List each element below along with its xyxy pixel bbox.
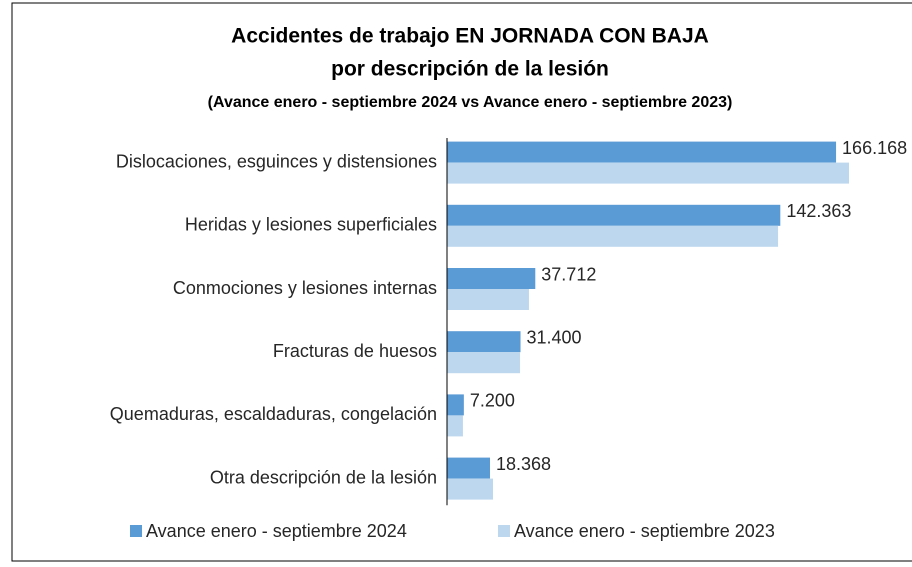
bar xyxy=(447,331,521,353)
legend-label: Avance enero - septiembre 2023 xyxy=(514,521,775,541)
data-label: 37.712 xyxy=(541,264,596,284)
chart-subtitle: (Avance enero - septiembre 2024 vs Avanc… xyxy=(208,94,733,111)
data-label: 18.368 xyxy=(496,454,551,474)
bar xyxy=(447,352,521,374)
y-tick-label: Quemaduras, escaldaduras, congelación xyxy=(110,404,437,424)
bar xyxy=(447,225,779,247)
bar xyxy=(447,478,494,500)
bar xyxy=(447,141,837,163)
y-tick-label: Conmociones y lesiones internas xyxy=(173,278,437,298)
bar xyxy=(447,415,463,437)
legend-swatch xyxy=(130,525,142,537)
bar xyxy=(447,162,849,184)
legend-swatch xyxy=(498,525,510,537)
bar xyxy=(447,457,491,479)
bar xyxy=(447,268,536,289)
data-label: 31.400 xyxy=(527,327,582,347)
bar xyxy=(447,394,464,416)
y-tick-label: Heridas y lesiones superficiales xyxy=(185,215,437,235)
y-tick-label: Fracturas de huesos xyxy=(273,341,437,361)
chart-title: Accidentes de trabajo EN JORNADA CON BAJ… xyxy=(231,25,709,48)
y-tick-label: Otra descripción de la lesión xyxy=(210,467,437,487)
bar xyxy=(447,204,781,226)
y-tick-label: Dislocaciones, esguinces y distensiones xyxy=(116,151,437,171)
data-label: 166.168 xyxy=(842,138,907,158)
data-label: 7.200 xyxy=(470,391,515,411)
chart-subtitle: por descripción de la lesión xyxy=(331,58,609,81)
data-label: 142.363 xyxy=(786,201,851,221)
legend-label: Avance enero - septiembre 2024 xyxy=(146,521,407,541)
bar xyxy=(447,289,529,310)
